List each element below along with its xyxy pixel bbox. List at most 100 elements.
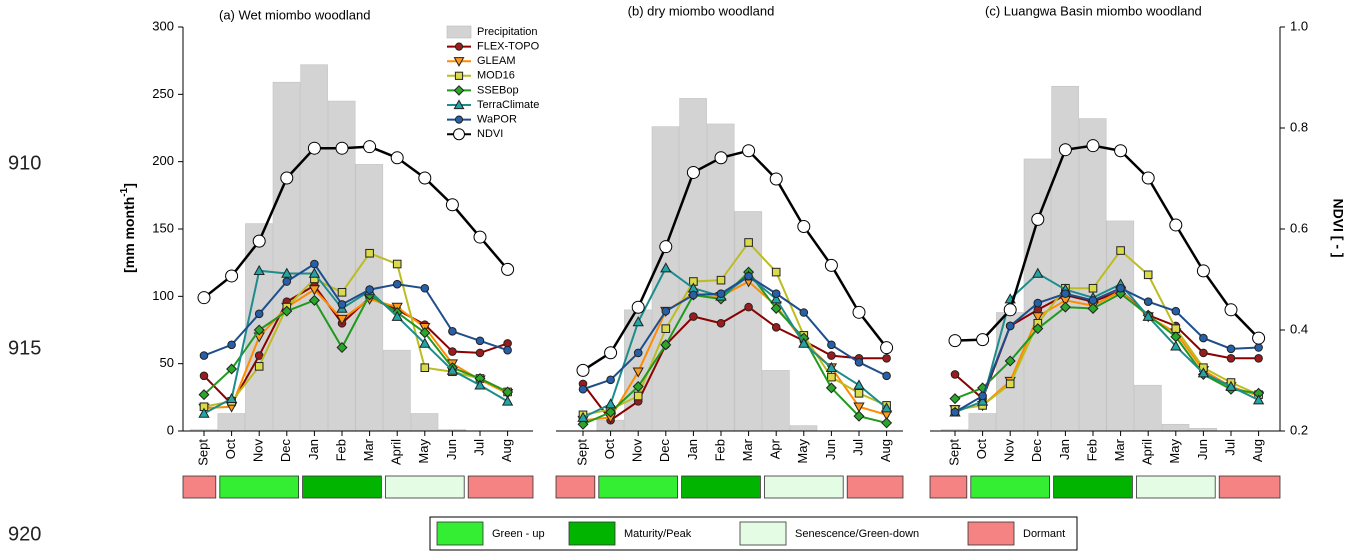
marker (714, 151, 728, 165)
y-tick-label: 300 (152, 18, 174, 33)
marker (1199, 348, 1208, 358)
x-tick-label: Aug (499, 439, 514, 462)
panel-title: (c) Luangwa Basin miombo woodland (985, 3, 1202, 18)
legend-label: WaPOR (477, 114, 517, 126)
series-line (954, 249, 1260, 411)
series-line (954, 287, 1259, 414)
marker (771, 267, 781, 277)
marker (1197, 367, 1210, 378)
phase-label: Dormant (1023, 528, 1065, 540)
marker (1169, 218, 1183, 232)
y-tick-label: 250 (152, 86, 174, 101)
x-tick-label: Jun (444, 439, 459, 460)
marker (660, 262, 672, 273)
x-tick-label: April (389, 439, 404, 465)
marker (1252, 331, 1266, 345)
y2-tick-label: 0.4 (1290, 321, 1308, 336)
marker (1032, 267, 1044, 278)
marker (281, 305, 293, 317)
marker (1142, 310, 1154, 321)
marker (950, 370, 960, 379)
phase-bar (970, 475, 1050, 499)
marker (503, 345, 512, 355)
marker (1033, 298, 1043, 308)
marker (577, 418, 589, 430)
series-line (582, 149, 888, 372)
marker (686, 165, 700, 179)
x-tick-label: Oct (223, 439, 238, 460)
marker (419, 337, 431, 348)
marker (337, 287, 347, 297)
marker (337, 300, 347, 309)
precip-bar (651, 126, 680, 432)
marker (950, 407, 960, 417)
series-line (203, 293, 509, 396)
marker (771, 323, 781, 332)
y2-tick-label: 0.2 (1290, 422, 1308, 437)
marker (453, 57, 465, 67)
y-axis-label: [mm month-1] (119, 183, 137, 273)
phase-label: Green - up (492, 528, 545, 540)
marker (689, 312, 698, 321)
phase-swatch (967, 521, 1015, 546)
marker (473, 230, 487, 244)
phase-bar (1136, 475, 1216, 499)
series-line (582, 305, 887, 422)
marker (854, 358, 864, 367)
phase-bar (1053, 475, 1133, 499)
precip-bar (1161, 423, 1190, 432)
precip-bar (410, 413, 439, 432)
phase-swatch (568, 521, 616, 546)
series-line (582, 280, 887, 422)
marker (604, 398, 617, 409)
precip-bar (762, 370, 790, 432)
y-tick-label: 200 (152, 153, 174, 168)
marker (771, 289, 781, 298)
marker (501, 262, 515, 276)
line-number: 915 (8, 337, 41, 359)
marker (577, 411, 589, 422)
marker (978, 391, 987, 401)
marker (198, 389, 210, 401)
x-tick-label: Dec (1029, 439, 1044, 463)
x-tick-label: Apr (768, 438, 783, 459)
x-tick-label: Nov (251, 439, 266, 463)
marker (363, 140, 377, 154)
marker (252, 234, 266, 248)
marker (606, 375, 615, 385)
panel-title: (a) Wet miombo woodland (219, 7, 371, 22)
marker (501, 395, 514, 406)
marker (882, 353, 891, 363)
marker (1116, 246, 1125, 255)
marker (1032, 323, 1044, 335)
marker (605, 406, 617, 418)
phase-bar (219, 475, 300, 499)
series-line (954, 289, 1259, 411)
marker (880, 402, 893, 413)
marker (307, 141, 321, 155)
marker (225, 392, 238, 403)
x-tick-label: Feb (712, 439, 727, 461)
marker (1004, 355, 1016, 367)
x-tick-label: Oct (602, 439, 617, 460)
phase-bar (555, 475, 596, 499)
marker (659, 240, 673, 254)
precip-bar (789, 425, 818, 432)
phase-bar (182, 475, 217, 499)
marker (199, 371, 209, 381)
marker (1003, 303, 1017, 317)
marker (949, 393, 961, 405)
marker (632, 381, 644, 393)
marker (827, 340, 836, 350)
marker (770, 302, 782, 314)
marker (418, 171, 432, 185)
x-tick-label: Mar (740, 438, 755, 461)
phase-bar (598, 475, 678, 499)
phase-bar (1218, 475, 1281, 499)
marker (1059, 301, 1071, 313)
marker (225, 269, 239, 283)
x-tick-label: Feb (333, 439, 348, 461)
phase-swatch (436, 521, 484, 546)
marker (824, 258, 838, 272)
